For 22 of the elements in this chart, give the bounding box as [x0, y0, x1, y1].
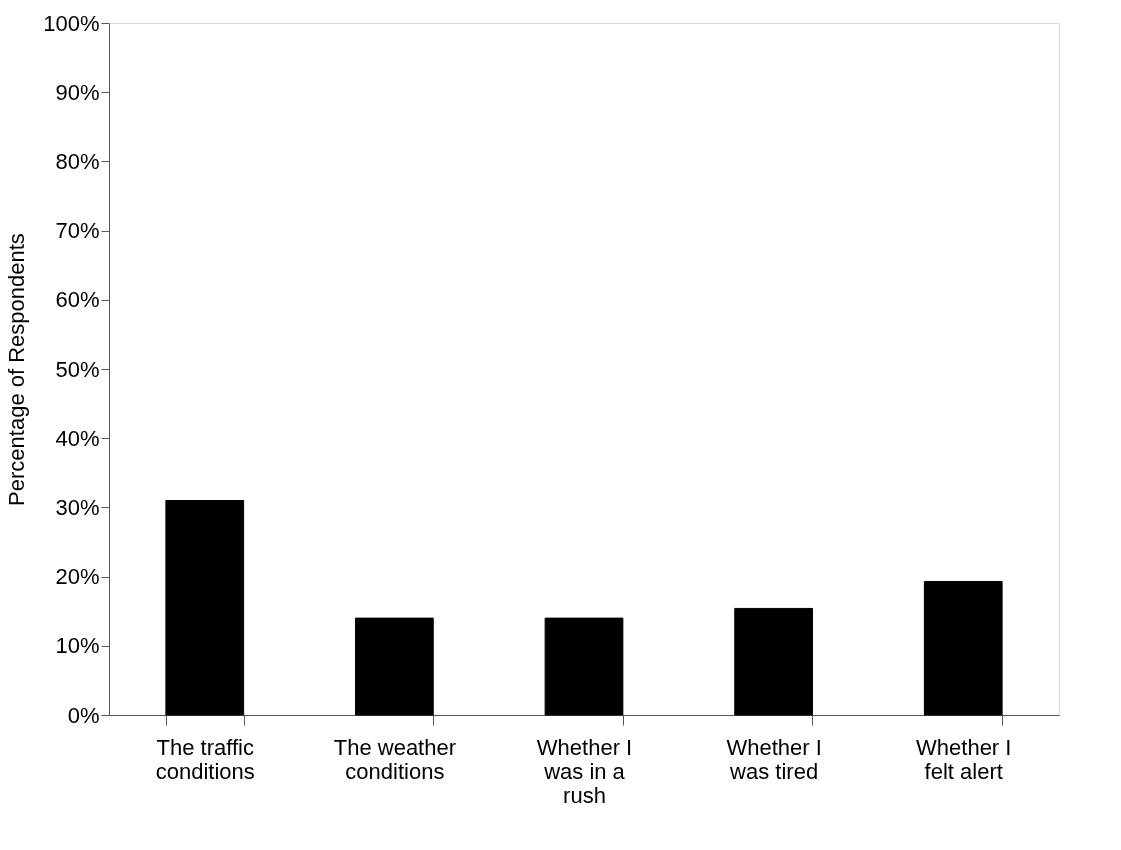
y-tick-label: 10%	[55, 633, 100, 659]
x-tick-label: Whether I was in a rush	[536, 734, 633, 808]
y-tick-label: 30%	[55, 494, 100, 520]
bar	[544, 617, 624, 716]
bar	[734, 607, 813, 716]
y-tick-label: 80%	[55, 148, 100, 174]
bar	[923, 580, 1003, 716]
y-tick-label: 100%	[43, 10, 100, 36]
y-axis-title: Percentage of Respondents	[4, 233, 30, 506]
bar	[165, 499, 245, 716]
y-tick-label: 70%	[55, 218, 100, 244]
x-tick-label: Whether I was tired	[726, 734, 822, 784]
y-tick-label: 20%	[55, 564, 100, 590]
y-tick-label: 60%	[55, 287, 100, 313]
y-tick-label: 90%	[55, 79, 100, 105]
x-tick-label: The weather conditions	[333, 734, 457, 784]
x-tick-label: The traffic conditions	[155, 734, 255, 784]
bar	[355, 617, 434, 716]
y-tick-label: 40%	[55, 425, 100, 451]
y-tick-label: 0%	[67, 702, 100, 728]
y-tick-label: 50%	[55, 356, 100, 382]
x-tick-label: Whether I felt alert	[916, 734, 1012, 784]
